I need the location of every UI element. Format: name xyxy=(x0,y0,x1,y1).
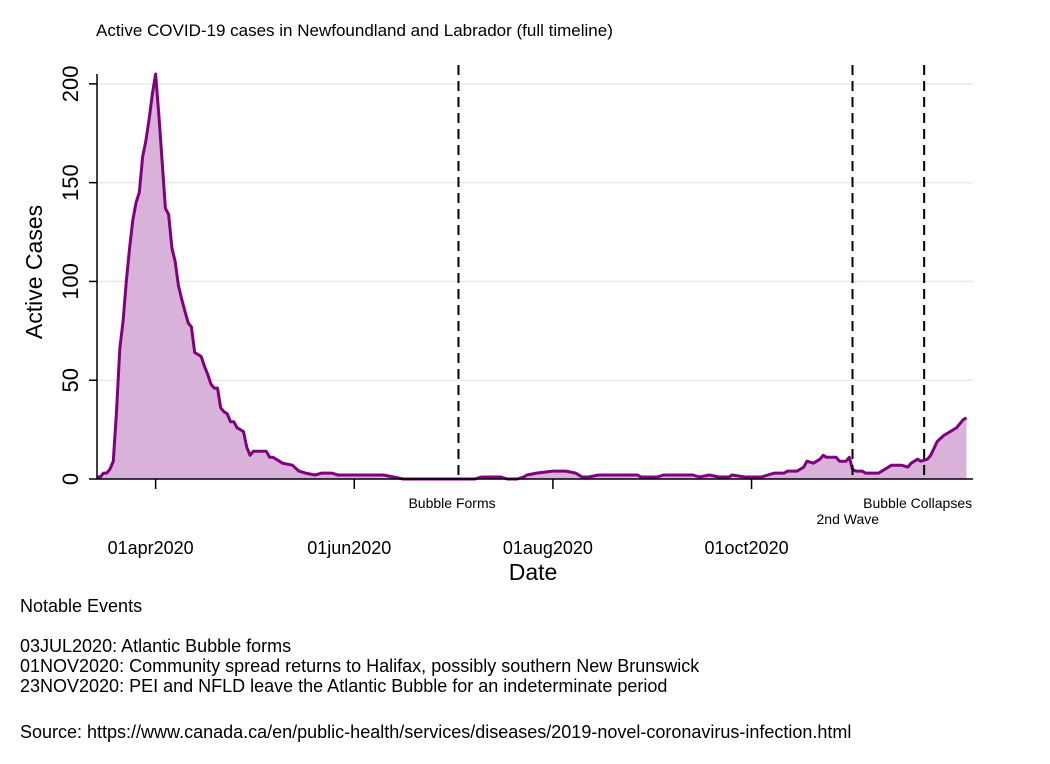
notable-events: Notable Events 03JUL2020: Atlantic Bubbl… xyxy=(20,596,699,696)
x-tick-label: 01apr2020 xyxy=(108,538,194,558)
y-tick-label: 100 xyxy=(58,263,83,300)
y-tick-label: 0 xyxy=(58,473,83,485)
y-tick-label: 150 xyxy=(58,164,83,201)
notes-heading: Notable Events xyxy=(20,596,143,616)
series-line xyxy=(97,72,968,481)
event-note: 01NOV2020: Community spread returns to H… xyxy=(20,656,700,676)
event-note: 23NOV2020: PEI and NFLD leave the Atlant… xyxy=(20,676,668,696)
x-tick-label: 01aug2020 xyxy=(503,538,593,558)
y-tick-label: 200 xyxy=(58,66,83,103)
x-tick-label: 01jun2020 xyxy=(307,538,391,558)
area-fill xyxy=(97,74,967,479)
event-label: Bubble Collapses xyxy=(863,495,972,511)
event-note: 03JUL2020: Atlantic Bubble forms xyxy=(20,636,292,656)
event-label: Bubble Forms xyxy=(408,495,495,511)
x-tick-label: 01oct2020 xyxy=(705,538,789,558)
x-axis-label: Date xyxy=(509,559,558,585)
event-label: 2nd Wave xyxy=(817,511,880,527)
source-note: Source: https://www.canada.ca/en/public-… xyxy=(20,722,852,742)
chart-title: Active COVID-19 cases in Newfoundland an… xyxy=(96,21,613,40)
y-axis-label: Active Cases xyxy=(21,205,47,339)
y-tick-label: 50 xyxy=(58,368,83,392)
